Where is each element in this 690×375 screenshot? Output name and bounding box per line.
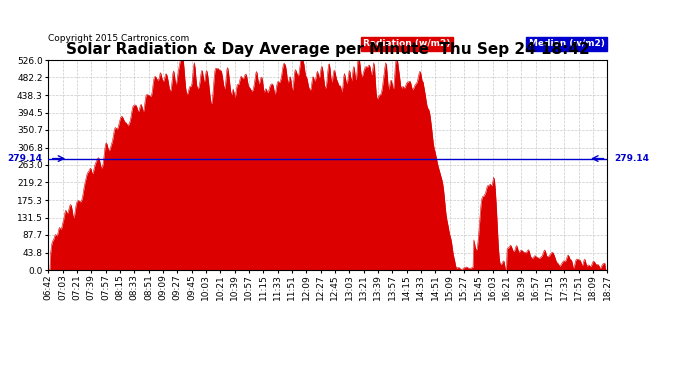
Text: Radiation (w/m2): Radiation (w/m2): [364, 39, 451, 48]
Text: Median (w/m2): Median (w/m2): [529, 39, 604, 48]
Text: 279.14: 279.14: [7, 154, 42, 163]
Text: 279.14: 279.14: [614, 154, 649, 163]
Text: Copyright 2015 Cartronics.com: Copyright 2015 Cartronics.com: [48, 34, 190, 43]
Title: Solar Radiation & Day Average per Minute  Thu Sep 24 18:42: Solar Radiation & Day Average per Minute…: [66, 42, 590, 57]
